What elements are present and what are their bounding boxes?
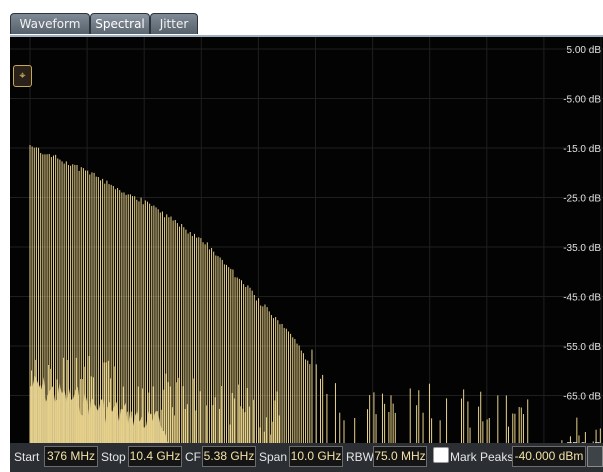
y-tick-label: -45.0 dB [563, 293, 601, 304]
center-frequency-field[interactable]: 5.38 GHz [202, 446, 256, 467]
spectral-settings-bar: Start 376 MHz Stop 10.4 GHz CF 5.38 GHz … [10, 443, 603, 472]
peak-threshold-field[interactable]: -40.000 dBm [512, 446, 586, 467]
stop-frequency-field[interactable]: 10.4 GHz [128, 446, 182, 467]
y-tick-label: -5.00 dB [563, 95, 601, 106]
cf-label: CF [185, 450, 201, 464]
spectrum-chart: 5.00 dB -5.00 dB -15.0 dB -25.0 dB -35.0 dB -… [10, 37, 603, 443]
y-tick-label: -55.0 dB [563, 342, 601, 353]
rbw-label: RBW [346, 450, 374, 464]
start-label: Start [14, 450, 40, 464]
rbw-field[interactable]: 75.0 MHz [373, 446, 427, 467]
mark-peaks-checkbox[interactable] [433, 447, 449, 463]
stop-label: Stop [101, 450, 126, 464]
start-frequency-field[interactable]: 376 MHz [44, 446, 98, 467]
y-tick-label: -25.0 dB [563, 194, 601, 205]
span-label: Span [259, 450, 288, 464]
tab-jitter[interactable]: Jitter [150, 13, 198, 34]
y-tick-label: -15.0 dB [563, 144, 601, 155]
y-tick-label: -35.0 dB [563, 243, 601, 254]
tab-bar: Waveform Spectral Jitter [0, 0, 603, 34]
peak-marker-icon[interactable]: ⌖ [13, 65, 32, 87]
y-tick-label: -65.0 dB [563, 392, 601, 403]
tab-spectral[interactable]: Spectral [90, 13, 150, 34]
tab-waveform[interactable]: Waveform [10, 13, 90, 34]
spectrum-plot[interactable]: 5.00 dB -5.00 dB -15.0 dB -25.0 dB -35.0 dB -… [10, 35, 603, 443]
span-field[interactable]: 10.0 GHz [289, 446, 343, 467]
mark-peaks-label: Mark Peaks [450, 450, 514, 464]
y-tick-label: 5.00 dB [567, 45, 602, 56]
y-tick-label: -75.0 dB [563, 441, 601, 443]
expand-button[interactable] [587, 446, 603, 467]
